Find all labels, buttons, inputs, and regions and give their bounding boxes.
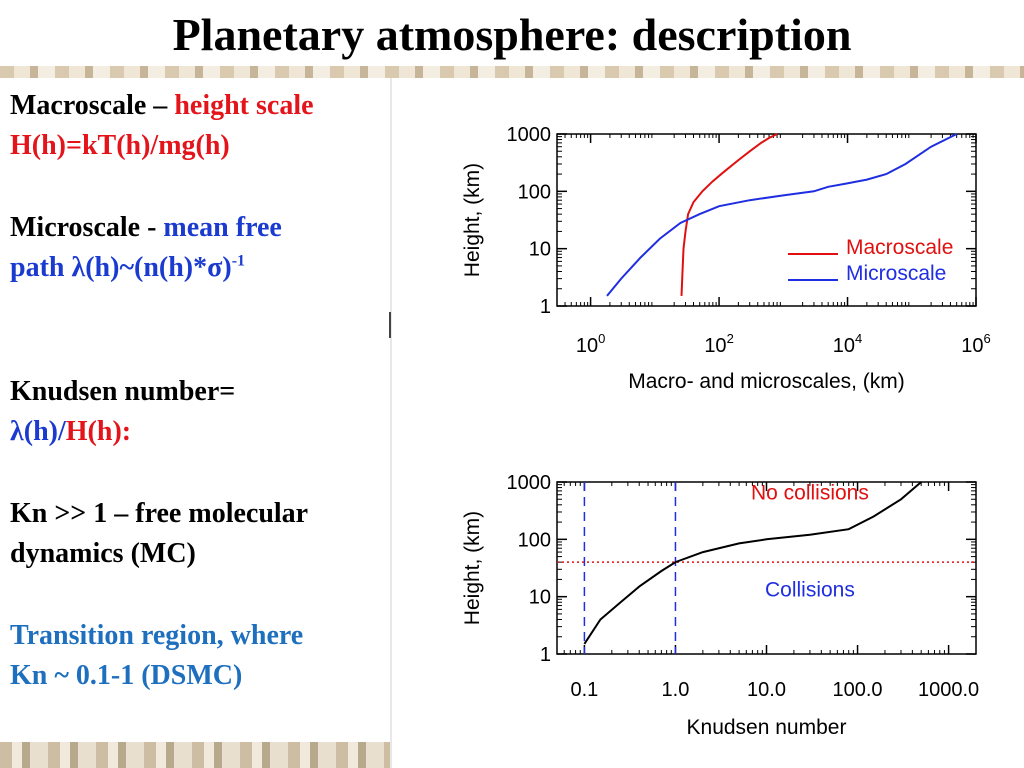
y-tick-label: 100 <box>518 529 551 551</box>
chart-annotation: No collisions <box>751 481 869 504</box>
x-tick-label: 100.0 <box>833 679 883 701</box>
x-tick-label: 100 <box>576 331 605 357</box>
microscale-formula-text: path λ(h)~(n(h)*σ) <box>10 252 232 283</box>
knudsen-H: H(h): <box>65 416 132 447</box>
y-tick-label: 10 <box>529 587 551 609</box>
plot-frame <box>556 481 977 655</box>
x-tick-label: 102 <box>704 331 733 357</box>
page-title: Planetary atmosphere: description <box>172 9 852 60</box>
knudsen-label: Knudsen number= <box>10 376 236 407</box>
legend-label: Macroscale <box>846 236 953 259</box>
y-tick-label: 100 <box>518 181 551 203</box>
chart-annotation: Collisions <box>765 579 855 602</box>
divider-mark <box>389 312 391 338</box>
microscale-formula-exponent: -1 <box>231 252 246 270</box>
legend-label: Microscale <box>846 262 946 285</box>
x-tick-label: 104 <box>833 331 862 357</box>
plot-frame <box>556 133 977 307</box>
series-line-macroscale <box>680 133 778 296</box>
description-panel <box>0 78 390 742</box>
transition-line-1: Transition region, where <box>10 620 304 651</box>
x-tick-label: 106 <box>961 331 990 357</box>
y-tick-label: 10 <box>529 239 551 261</box>
microscale-label: Microscale - <box>10 212 157 243</box>
microscale-formula: path λ(h)~(n(h)*σ)-1 <box>10 248 245 288</box>
decorative-stripe-bottom <box>0 742 392 768</box>
macroscale-formula: H(h)=kT(h)/mg(h) <box>10 130 230 161</box>
series-line-0 <box>583 481 922 645</box>
macroscale-line: Macroscale – height scale <box>10 86 314 126</box>
kn-line-2: dynamics (MC) <box>10 538 196 569</box>
series-line-microscale <box>606 133 958 297</box>
macroscale-label: Macroscale – <box>10 90 168 121</box>
panel-divider <box>390 78 392 768</box>
x-tick-label: 1000.0 <box>918 679 979 701</box>
y-axis-label: Height, (km) <box>461 511 484 625</box>
y-tick-label: 1000 <box>507 472 552 494</box>
x-tick-label: 1.0 <box>662 679 690 701</box>
height-scale-highlight: height scale <box>174 90 314 121</box>
y-axis-label: Height, (km) <box>461 163 484 277</box>
mean-free-highlight: mean free <box>163 212 282 243</box>
y-tick-label: 1 <box>540 296 551 318</box>
x-axis-label: Macro- and microscales, (km) <box>628 370 905 393</box>
kn-line-1: Kn >> 1 – free molecular <box>10 498 309 529</box>
knudsen-formula: λ(h)/H(h): <box>10 412 131 452</box>
knudsen-lambda: λ(h)/ <box>10 416 66 447</box>
transition-line-2: Kn ~ 0.1-1 (DSMC) <box>10 660 243 691</box>
x-tick-label: 10.0 <box>747 679 786 701</box>
y-tick-label: 1000 <box>507 124 552 146</box>
y-tick-label: 1 <box>540 644 551 666</box>
microscale-line: Microscale - mean free <box>10 208 282 248</box>
x-axis-label: Knudsen number <box>687 716 847 739</box>
decorative-stripe-top <box>0 66 1024 78</box>
x-tick-label: 0.1 <box>571 679 599 701</box>
